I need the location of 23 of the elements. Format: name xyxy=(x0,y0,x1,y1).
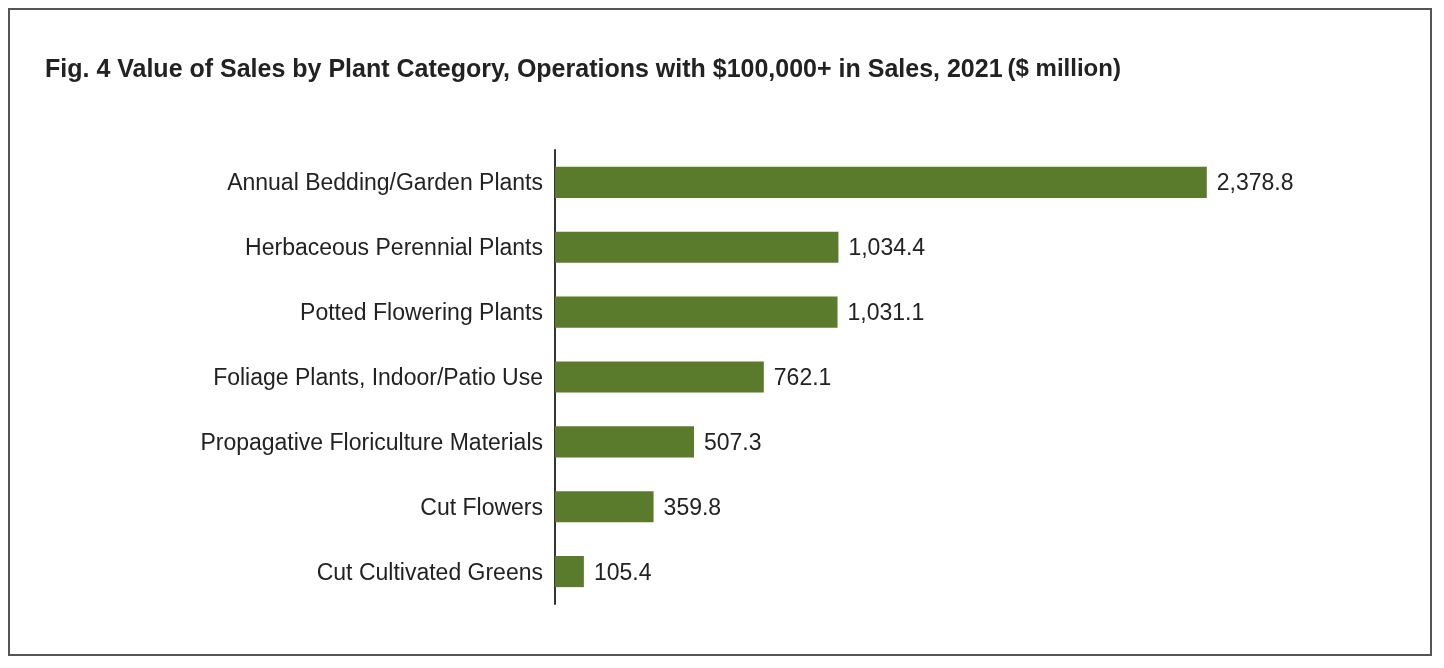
data-label: 2,378.8 xyxy=(1216,169,1294,196)
y-tick-label: Herbaceous Perennial Plants xyxy=(245,234,543,261)
bar xyxy=(555,491,654,523)
y-tick-label: Cut Cultivated Greens xyxy=(316,558,543,585)
bar xyxy=(555,426,694,458)
y-tick-label: Annual Bedding/Garden Plants xyxy=(227,169,543,196)
bar xyxy=(555,556,584,588)
bar xyxy=(555,361,764,393)
y-tick-label: Propagative Floriculture Materials xyxy=(200,428,543,455)
y-tick-label: Potted Flowering Plants xyxy=(300,299,543,326)
data-label: 762.1 xyxy=(773,364,832,390)
chart-subtitle: ($ million) xyxy=(1007,54,1121,81)
y-tick-label: Foliage Plants, Indoor/Patio Use xyxy=(213,364,543,390)
data-label: 1,034.4 xyxy=(848,234,926,261)
chart-title: Fig. 4 Value of Sales by Plant Category, Operations with $100,000+ in Sales, 2021 xyxy=(45,53,1003,82)
data-label: 105.4 xyxy=(593,558,652,585)
data-label: 507.3 xyxy=(704,428,762,455)
data-label: 359.8 xyxy=(663,493,722,520)
bar xyxy=(555,231,839,263)
data-label: 1,031.1 xyxy=(847,299,925,326)
bar xyxy=(555,166,1207,198)
y-tick-label: Cut Flowers xyxy=(420,493,543,520)
bar xyxy=(555,296,838,328)
